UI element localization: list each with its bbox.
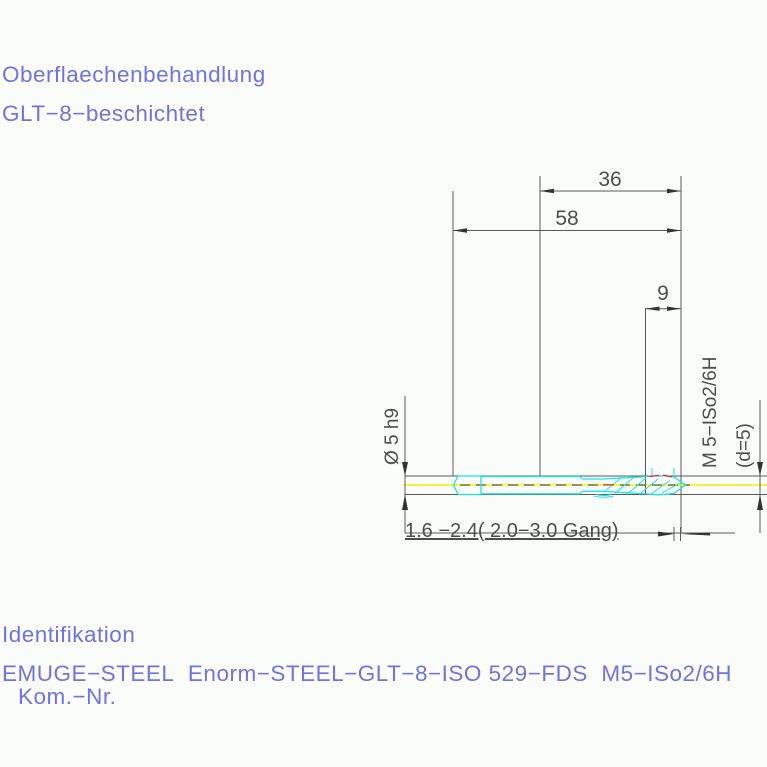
svg-text:9: 9 — [657, 282, 669, 305]
svg-text:Ø 5 h9: Ø 5 h9 — [382, 408, 403, 465]
svg-text:M 5−ISo2/6H: M 5−ISo2/6H — [700, 357, 721, 468]
svg-text:36: 36 — [598, 168, 621, 191]
svg-text:58: 58 — [555, 207, 578, 230]
svg-text:1.6 −2.4( 2.0−3.0 Gang): 1.6 −2.4( 2.0−3.0 Gang) — [405, 520, 619, 542]
svg-text:(d=5): (d=5) — [734, 423, 755, 468]
